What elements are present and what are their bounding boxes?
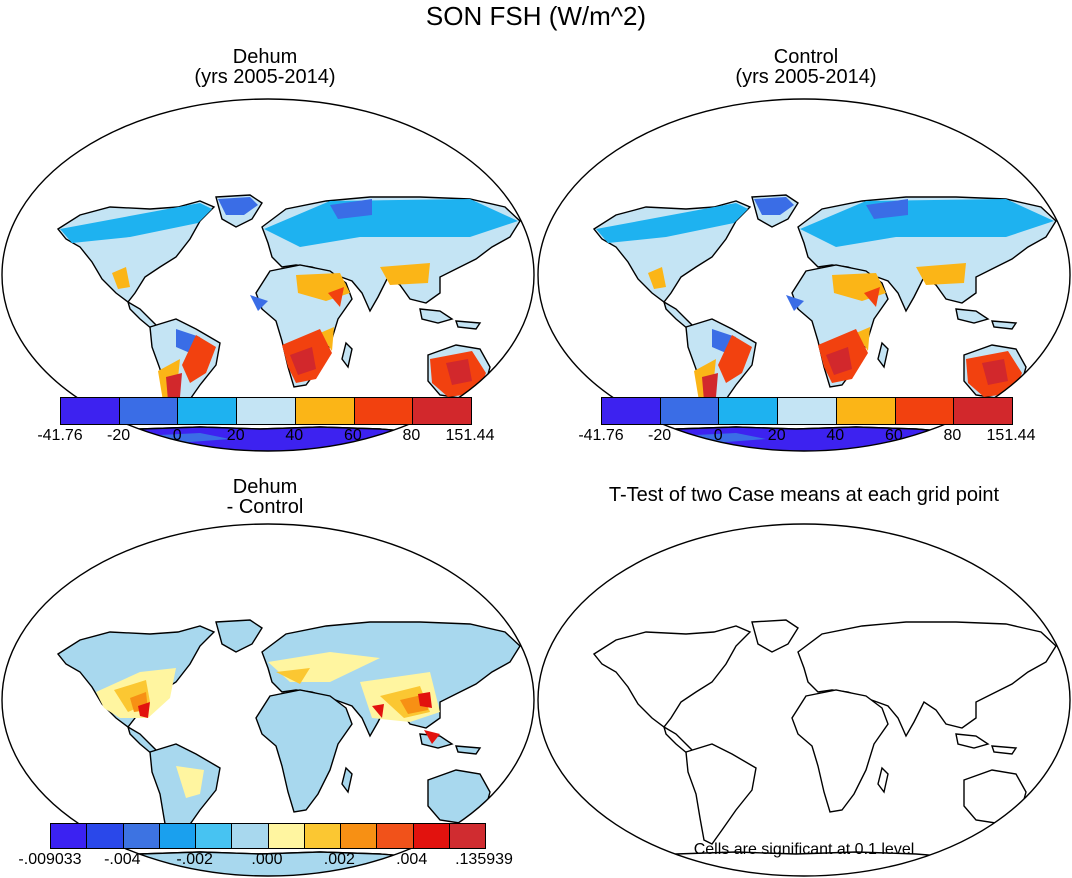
colorbar-swatch [87,824,124,848]
colorbar-tick-label: 60 [343,427,362,444]
colorbar-tick-label: 0 [713,427,723,444]
panel3-title-line2: - Control [226,496,304,518]
colorbar-tick-label: 40 [826,427,845,444]
colorbar-swatch [895,398,955,424]
colorbar-tick-label: 151.44 [986,427,1036,444]
colorbar-swatch [449,824,485,848]
colorbar-tick-label: 20 [767,427,786,444]
figure-title: SON FSH (W/m^2) [425,1,647,31]
panel4-title: T-Test of two Case means at each grid po… [608,484,1000,506]
colorbar-tick-label: 0 [172,427,182,444]
colorbar-swatch [237,398,296,424]
colorbar-tick-label: 80 [402,427,421,444]
colorbar-swatch [413,824,450,848]
control-map [537,98,1071,452]
colorbar-swatch [778,398,837,424]
colorbar-swatch [232,824,269,848]
ttest-map [537,523,1071,877]
colorbar-dehum [60,397,472,425]
colorbar-swatch [602,398,661,424]
colorbar-swatch [377,824,414,848]
colorbar-tick-label: -41.76 [578,427,624,444]
colorbar-tick-label: -.009033 [18,851,82,868]
colorbar-swatch [354,398,414,424]
colorbar-tick-label: .004 [396,851,428,868]
panel3-title: Dehum - Control [115,477,415,517]
colorbar-tick-label: .135939 [455,851,513,868]
colorbar-tick-label: -.004 [104,851,141,868]
colorbar-tick-label: .000 [251,851,283,868]
colorbar-swatch [295,398,355,424]
colorbar-control [601,397,1013,425]
panel3-title-line1: Dehum [232,476,298,498]
colorbar-tick-label: 20 [226,427,245,444]
colorbar-swatch [196,824,233,848]
colorbar-difference [50,823,486,849]
colorbar-swatch [954,398,1013,424]
colorbar-swatch [719,398,779,424]
colorbar-swatch [61,398,120,424]
colorbar-tick-label: -.002 [176,851,213,868]
colorbar-tick-label: 151.44 [445,427,495,444]
dehum-map [1,98,535,452]
colorbar-swatch [413,398,472,424]
colorbar-swatch [123,824,160,848]
colorbar-swatch [268,824,305,848]
panel1-title-line2: (yrs 2005-2014) [194,66,336,88]
panel2-title-line1: Control [773,46,839,68]
colorbar-tick-label: 60 [884,427,903,444]
colorbar-swatch [178,398,238,424]
panel2-title-line2: (yrs 2005-2014) [735,66,877,88]
colorbar-swatch [51,824,88,848]
colorbar-tick-label: -20 [648,427,672,444]
colorbar-tick-label: -20 [107,427,131,444]
colorbar-swatch [119,398,179,424]
colorbar-swatch [660,398,720,424]
colorbar-tick-label: 80 [943,427,962,444]
significance-note: Cells are significant at 0.1 level [693,841,915,858]
colorbar-swatch [159,824,196,848]
colorbar-swatch [836,398,896,424]
panel2-title: Control (yrs 2005-2014) [656,47,956,87]
colorbar-tick-label: 40 [285,427,304,444]
colorbar-swatch [304,824,341,848]
colorbar-tick-label: -41.76 [37,427,83,444]
panel1-title-line1: Dehum [232,46,298,68]
colorbar-swatch [341,824,378,848]
panel1-title: Dehum (yrs 2005-2014) [115,47,415,87]
colorbar-tick-label: .002 [323,851,355,868]
